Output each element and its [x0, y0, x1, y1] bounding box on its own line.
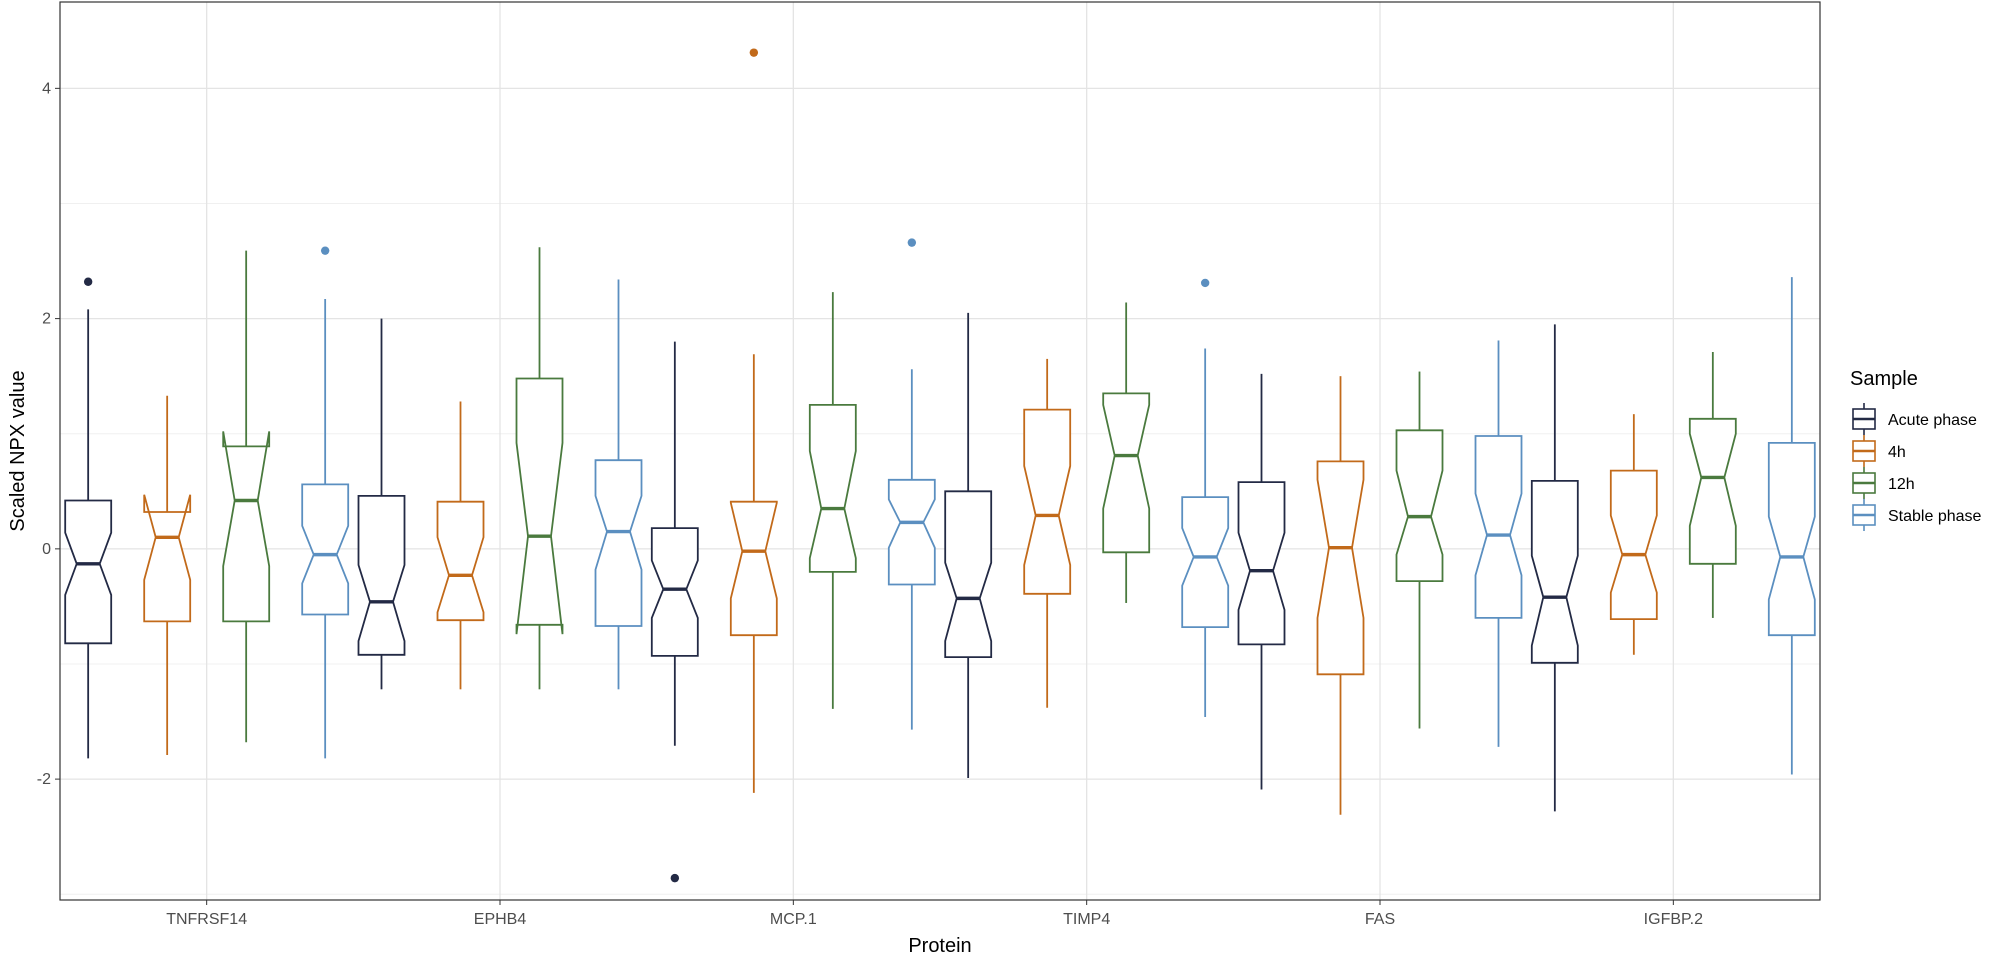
box-body [357, 494, 406, 656]
box [357, 318, 406, 690]
box [1688, 351, 1737, 618]
y-axis-title: Scaled NPX value [7, 370, 29, 531]
legend-label: 4h [1888, 444, 1906, 461]
box [222, 250, 271, 743]
box [1023, 358, 1072, 708]
y-tick-label: -2 [37, 771, 51, 788]
box [1237, 373, 1286, 790]
outlier-point [83, 277, 93, 286]
box-body [1609, 469, 1658, 620]
box [594, 279, 643, 690]
x-tick-label: TNFRSF14 [166, 911, 247, 928]
box-body [729, 500, 778, 637]
y-axis-ticks: -2 0 2 4 [37, 80, 60, 788]
box-series [64, 48, 1816, 883]
x-tick-label: IGFBP.2 [1644, 911, 1703, 928]
box [1102, 302, 1151, 603]
box-body [944, 490, 993, 658]
series-stable-phase [301, 238, 1816, 775]
box-body [1688, 417, 1737, 565]
box-body [1316, 460, 1365, 676]
x-axis-ticks: TNFRSF14 EPHB4 MCP.1 TIMP4 FAS IGFBP.2 [166, 900, 1703, 928]
y-tick-label: 0 [42, 541, 51, 558]
outlier-point [1200, 278, 1210, 288]
box [301, 246, 350, 759]
plot-panel [60, 2, 1820, 900]
outlier-point [749, 48, 759, 57]
box-body [143, 494, 192, 623]
legend-item: Acute phase [1852, 403, 1977, 435]
box [1181, 278, 1230, 717]
minor-gridlines [60, 202, 1820, 895]
x-tick-label: FAS [1365, 911, 1395, 928]
major-gridlines [60, 2, 1820, 900]
box [808, 292, 857, 709]
box-body [222, 431, 271, 623]
legend-title: Sample [1850, 368, 1918, 390]
box-body [1102, 392, 1151, 554]
legend-label: Acute phase [1888, 412, 1977, 429]
plot-border [59, 1, 1821, 901]
box [1316, 376, 1365, 815]
box-body [1237, 481, 1286, 646]
box [944, 312, 993, 778]
box [143, 395, 192, 755]
box [515, 247, 564, 690]
box [887, 238, 936, 730]
legend-label: 12h [1888, 476, 1915, 493]
box [1609, 414, 1658, 655]
box-body [650, 527, 699, 657]
series-4h [143, 48, 1658, 815]
box-body [515, 377, 564, 635]
x-tick-label: MCP.1 [770, 911, 817, 928]
box-body [1181, 496, 1230, 628]
box [1530, 324, 1579, 812]
legend-item: 4h [1852, 435, 1906, 467]
x-tick-label: EPHB4 [474, 911, 527, 928]
box [1767, 277, 1816, 775]
box-body [1767, 441, 1816, 637]
series-12h [222, 247, 1737, 743]
box-body [887, 478, 936, 586]
box [1395, 371, 1444, 729]
legend-label: Stable phase [1888, 508, 1982, 525]
x-tick-label: TIMP4 [1063, 911, 1110, 928]
box [1474, 340, 1523, 747]
y-tick-label: 2 [42, 311, 51, 328]
box-body [1023, 408, 1072, 595]
box [650, 341, 699, 883]
box-body [1395, 429, 1444, 582]
y-tick-label: 4 [42, 80, 51, 97]
box-body [301, 483, 350, 616]
box-body [808, 403, 857, 573]
box [64, 277, 113, 759]
legend-item: Stable phase [1852, 499, 1982, 531]
box-body [64, 499, 113, 645]
outlier-point [320, 246, 330, 255]
x-axis-title: Protein [908, 935, 971, 957]
box [436, 401, 485, 690]
box-body [1530, 479, 1579, 664]
legend: Sample Acute phase 4h 12h Stable phase [1850, 368, 1982, 531]
box [729, 48, 778, 793]
legend-item: 12h [1852, 467, 1915, 499]
box-body [594, 459, 643, 627]
box-body [1474, 435, 1523, 619]
series-acute-phase [64, 277, 1579, 883]
outlier-point [907, 238, 917, 247]
box-body [436, 500, 485, 622]
outlier-point [670, 873, 680, 883]
